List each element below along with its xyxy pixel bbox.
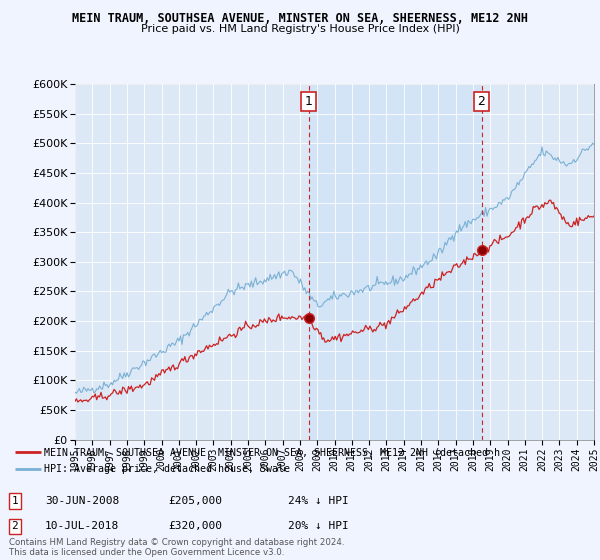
Text: 24% ↓ HPI: 24% ↓ HPI xyxy=(288,496,349,506)
Bar xyxy=(308,84,482,440)
Text: HPI: Average price, detached house, Swale: HPI: Average price, detached house, Swal… xyxy=(44,464,290,474)
Text: 30-JUN-2008: 30-JUN-2008 xyxy=(45,496,119,506)
Text: 1: 1 xyxy=(305,95,313,108)
Text: Price paid vs. HM Land Registry's House Price Index (HPI): Price paid vs. HM Land Registry's House … xyxy=(140,24,460,34)
Text: £205,000: £205,000 xyxy=(168,496,222,506)
Text: MEIN TRAUM, SOUTHSEA AVENUE, MINSTER ON SEA, SHEERNESS, ME12 2NH: MEIN TRAUM, SOUTHSEA AVENUE, MINSTER ON … xyxy=(72,12,528,25)
Text: MEIN TRAUM, SOUTHSEA AVENUE, MINSTER ON SEA, SHEERNESS, ME12 2NH (detached h: MEIN TRAUM, SOUTHSEA AVENUE, MINSTER ON … xyxy=(44,447,500,457)
Text: 1: 1 xyxy=(11,496,19,506)
Text: 20% ↓ HPI: 20% ↓ HPI xyxy=(288,521,349,531)
Text: 2: 2 xyxy=(11,521,19,531)
Text: 2: 2 xyxy=(478,95,485,108)
Text: 10-JUL-2018: 10-JUL-2018 xyxy=(45,521,119,531)
Text: £320,000: £320,000 xyxy=(168,521,222,531)
Text: Contains HM Land Registry data © Crown copyright and database right 2024.
This d: Contains HM Land Registry data © Crown c… xyxy=(9,538,344,557)
